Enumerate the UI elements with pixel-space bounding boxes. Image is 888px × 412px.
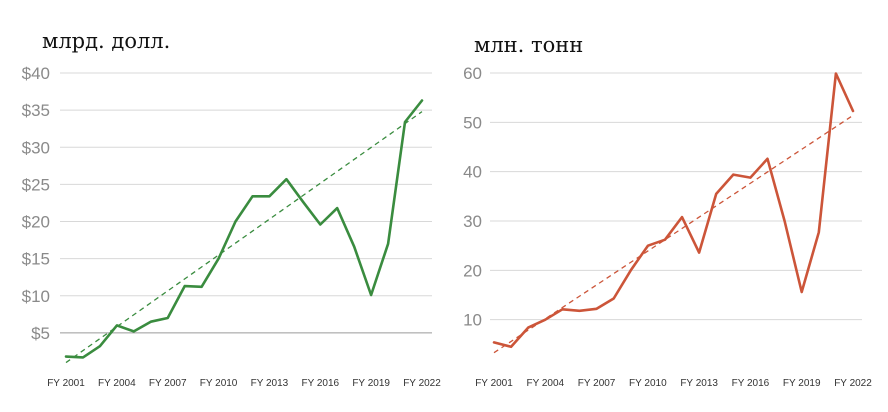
left-data-point (65, 355, 67, 357)
left-y-tick-label: $35 (22, 101, 50, 120)
left-x-tick-label: FY 2022 (403, 378, 441, 389)
left-x-tick-label: FY 2016 (301, 378, 339, 389)
left-y-tick-label: $40 (22, 64, 50, 83)
right-data-point (852, 110, 854, 112)
right-data-point (612, 297, 614, 299)
right-data-point (595, 308, 597, 310)
left-y-tick-label: $10 (22, 287, 50, 306)
right-x-tick-label: FY 2022 (834, 378, 872, 389)
left-x-tick-label: FY 2004 (98, 378, 136, 389)
right-data-point (681, 216, 683, 218)
left-trend-line (65, 111, 423, 364)
left-x-tick-label: FY 2010 (200, 378, 238, 389)
left-data-point (183, 285, 185, 287)
right-data-point (766, 158, 768, 160)
right-data-point (561, 308, 563, 310)
right-x-tick-label: FY 2010 (629, 378, 667, 389)
left-y-tick-label: $20 (22, 213, 50, 232)
right-data-point (698, 251, 700, 253)
left-data-point (302, 201, 304, 203)
right-data-point (818, 231, 820, 233)
left-y-tick-label: $5 (31, 324, 50, 343)
left-data-point (336, 207, 338, 209)
right-x-tick-label: FY 2001 (475, 378, 513, 389)
left-unit-label: млрд. долл. (42, 29, 170, 53)
right-data-point (578, 310, 580, 312)
left-series-line (64, 99, 424, 359)
right-x-tick-label: FY 2007 (578, 378, 616, 389)
left-data-point (200, 286, 202, 288)
left-data-point (150, 321, 152, 323)
right-data-point (664, 239, 666, 241)
right-y-tick-label: 60 (463, 64, 482, 83)
left-y-tick-label: $15 (22, 250, 50, 269)
left-data-point (133, 330, 135, 332)
right-data-point (835, 72, 837, 74)
left-x-tick-label: FY 2019 (352, 378, 390, 389)
right-data-point (801, 291, 803, 293)
right-x-tick-label: FY 2004 (526, 378, 564, 389)
left-data-point (404, 121, 406, 123)
left-data-point (251, 195, 253, 197)
right-y-tick-label: 40 (463, 163, 482, 182)
right-data-point (493, 341, 495, 343)
left-data-point (370, 294, 372, 296)
right-chart-panel: 10 20 30 40 50 60 FY 2001 FY 2004 FY 2007 FY 2010… (463, 64, 872, 389)
right-data-point (647, 244, 649, 246)
left-data-point (268, 195, 270, 197)
right-y-tick-label: 20 (463, 261, 482, 280)
right-data-point (544, 318, 546, 320)
right-y-tick-label: 30 (463, 212, 482, 231)
right-y-tick-label: 10 (463, 311, 482, 330)
right-data-point (510, 346, 512, 348)
left-data-point (421, 99, 423, 101)
left-data-point (319, 223, 321, 225)
left-data-point (167, 317, 169, 319)
right-y-tick-label: 50 (463, 113, 482, 132)
right-data-point (715, 193, 717, 195)
right-x-tick-label: FY 2019 (783, 378, 821, 389)
left-x-tick-label: FY 2001 (47, 378, 85, 389)
left-data-point (99, 345, 101, 347)
left-x-tick-label: FY 2013 (251, 378, 289, 389)
right-data-point (749, 176, 751, 178)
right-data-point (630, 269, 632, 271)
left-data-point (285, 178, 287, 180)
left-data-point (353, 246, 355, 248)
right-x-tick-label: FY 2013 (680, 378, 718, 389)
left-data-point (234, 220, 236, 222)
left-data-point (387, 243, 389, 245)
left-chart-panel: $5 $10 $15 $20 $25 $30 $35 $40 FY 2001 FY 2004 FY … (22, 64, 442, 389)
left-y-tick-label: $25 (22, 175, 50, 194)
left-x-tick-label: FY 2007 (149, 378, 187, 389)
right-data-point (783, 220, 785, 222)
left-data-point (217, 257, 219, 259)
right-x-tick-label: FY 2016 (732, 378, 770, 389)
right-data-point (527, 326, 529, 328)
left-data-point (82, 356, 84, 358)
left-data-point (116, 324, 118, 326)
left-y-tick-label: $30 (22, 138, 50, 157)
right-series-line (492, 72, 855, 349)
right-data-point (732, 173, 734, 175)
right-unit-label: млн. тонн (474, 33, 583, 57)
